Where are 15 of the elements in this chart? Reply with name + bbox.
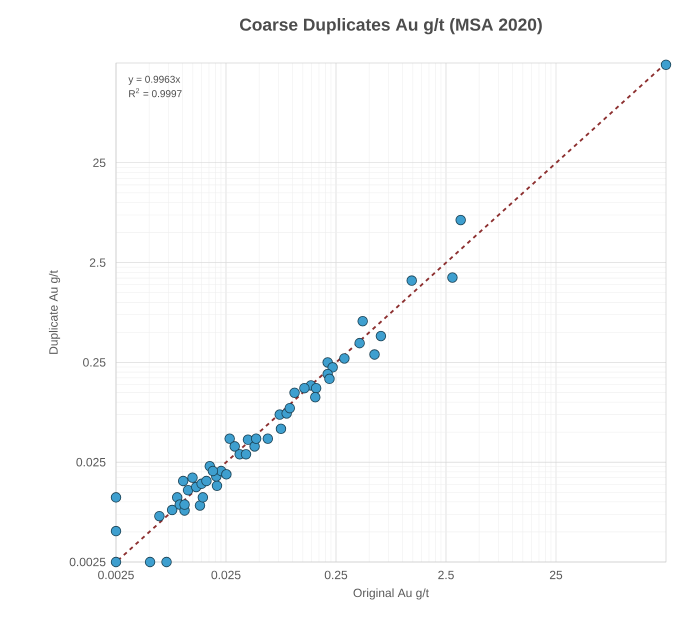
y-tick-label: 2.5 [90, 258, 106, 267]
x-tick-label: 2.5 [438, 570, 454, 580]
x-tick-label: 0.0025 [98, 570, 134, 580]
x-tick-label: 0.025 [211, 570, 241, 580]
annotation: R$^{2}$ = 0.9997 [129, 88, 182, 98]
y-tick-label: 0.025 [76, 458, 106, 466]
annotation: y = 0.9963x [128, 76, 180, 85]
x-axis-title: Original Au g/t [354, 588, 429, 600]
x-tick-label: 25 [550, 570, 562, 580]
y-tick-label: 0.25 [83, 358, 106, 367]
chart-title: Coarse Duplicates Au g/t (MSA 2020) [240, 18, 542, 34]
x-tick-label: 0.25 [324, 570, 348, 580]
y-axis-title: Duplicate Au g/t [48, 270, 60, 354]
y-tick-label: 0.0025 [70, 558, 106, 566]
y-tick-label: 25 [93, 158, 106, 168]
